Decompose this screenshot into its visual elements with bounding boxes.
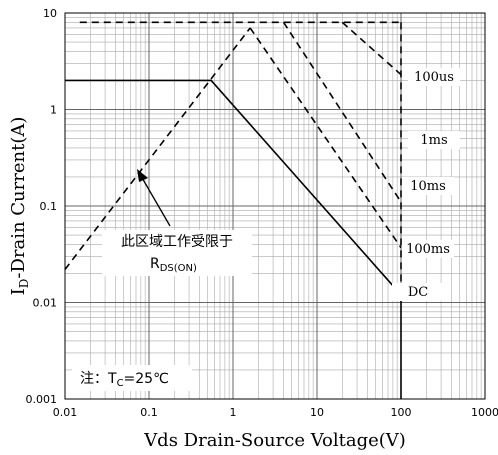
annotation-box <box>102 230 252 276</box>
line-label: 100us <box>414 70 454 85</box>
x-tick-label: 1000 <box>471 406 498 419</box>
line-label-box <box>402 177 454 195</box>
annotation: R <box>150 256 160 272</box>
annotation: RDS(ON) <box>150 256 197 274</box>
y-axis-label: D <box>17 279 31 289</box>
note: C <box>117 378 124 389</box>
line-label: 100ms <box>406 242 450 257</box>
plot-frame <box>64 12 486 400</box>
x-tick-label: 1 <box>230 406 237 419</box>
line-label-box <box>408 68 460 86</box>
series-line <box>249 27 402 249</box>
y-axis-label: I <box>8 288 29 295</box>
note: =25℃ <box>124 371 169 387</box>
note: 注：T <box>80 371 117 387</box>
line-label-box <box>402 240 454 258</box>
line-label: 1ms <box>420 133 447 148</box>
x-tick-label: 0.1 <box>140 406 158 419</box>
arrow-head <box>137 169 148 182</box>
x-axis-label: Vds Drain-Source Voltage(V) <box>143 430 406 451</box>
annotation: DS(ON) <box>160 263 197 274</box>
x-tick-label: 0.01 <box>53 406 78 419</box>
annotation: 此区域工作受限于 <box>121 234 233 250</box>
series-line <box>65 79 402 399</box>
y-tick-label: 0.001 <box>26 393 58 406</box>
y-axis-label: ID-Drain Current(A) <box>8 117 31 296</box>
line-label-box <box>392 283 444 301</box>
arrow <box>140 175 171 227</box>
line-label: 10ms <box>410 179 446 194</box>
series-line <box>64 27 251 270</box>
lines <box>64 21 402 399</box>
note-box <box>72 365 192 391</box>
x-tick-label: 10 <box>310 406 324 419</box>
line-label: DC <box>408 285 428 300</box>
series-line <box>341 21 402 76</box>
y-tick-label: 1 <box>50 104 57 117</box>
labels: 0.01 0.1 1 10 100 10000.0010.010.1110100us1ms… <box>26 7 498 419</box>
y-axis-label: -Drain Current(A) <box>8 117 29 279</box>
line-label-box <box>408 131 460 149</box>
grid <box>64 12 486 400</box>
x-tick-label: 100 <box>391 406 412 419</box>
y-tick-label: 0.1 <box>40 200 58 213</box>
y-tick-label: 10 <box>43 7 57 20</box>
note: 注：TC=25℃ <box>80 371 169 389</box>
y-tick-label: 0.01 <box>33 297 58 310</box>
